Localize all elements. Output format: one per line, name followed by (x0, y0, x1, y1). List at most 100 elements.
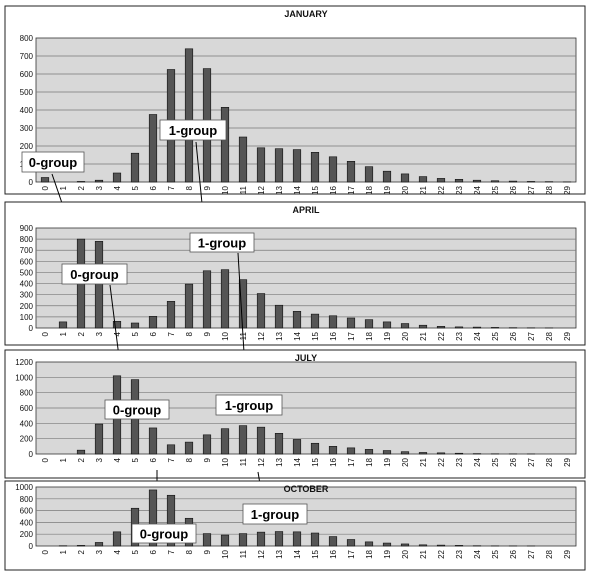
x-tick-label: 16 (329, 331, 338, 340)
x-tick-label: 14 (293, 457, 302, 466)
x-tick-label: 12 (257, 549, 266, 558)
chart-title: JULY (295, 353, 317, 363)
bar (166, 301, 176, 329)
x-tick-label: 10 (221, 549, 230, 558)
x-tick-label: 12 (257, 331, 266, 340)
x-tick-label: 11 (239, 457, 248, 466)
chart-title: APRIL (293, 205, 321, 215)
bar (184, 48, 194, 183)
x-tick-label: 6 (149, 331, 158, 336)
bar (436, 452, 446, 455)
x-tick-label: 2 (77, 549, 86, 554)
x-tick-label: 4 (113, 457, 122, 462)
x-tick-label: 26 (509, 457, 518, 466)
x-tick-label: 23 (455, 549, 464, 558)
y-tick-label: 800 (20, 235, 34, 244)
x-tick-label: 0 (41, 457, 50, 462)
x-tick-label: 13 (275, 549, 284, 558)
bar (292, 311, 302, 329)
x-tick-label: 9 (203, 457, 212, 462)
x-tick-label: 29 (563, 331, 572, 340)
bar (418, 176, 428, 183)
bar (94, 241, 104, 329)
x-tick-label: 26 (509, 331, 518, 340)
x-tick-label: 28 (545, 185, 554, 194)
bar (436, 544, 446, 547)
bar (112, 172, 122, 183)
x-tick-label: 5 (131, 549, 140, 554)
x-tick-label: 7 (167, 549, 176, 554)
bar (238, 136, 248, 183)
bar (202, 533, 212, 547)
bar (184, 283, 194, 329)
x-tick-label: 18 (365, 457, 374, 466)
x-tick-label: 16 (329, 549, 338, 558)
bar (238, 425, 248, 455)
bar (346, 161, 356, 183)
y-tick-label: 200 (20, 302, 34, 311)
y-tick-label: 1000 (15, 373, 33, 382)
bar (400, 543, 410, 547)
y-tick-label: 400 (20, 280, 34, 289)
bar (382, 542, 392, 547)
bar (436, 326, 446, 329)
bar (112, 321, 122, 329)
y-tick-label: 100 (20, 313, 34, 322)
x-tick-label: 24 (473, 185, 482, 194)
y-tick-label: 600 (20, 257, 34, 266)
bar (76, 449, 86, 455)
bar (148, 316, 158, 329)
bar (256, 293, 266, 329)
bar (274, 304, 284, 329)
bar (400, 451, 410, 455)
x-tick-label: 22 (437, 185, 446, 194)
x-tick-label: 17 (347, 549, 356, 558)
x-tick-label: 26 (509, 549, 518, 558)
y-tick-label: 700 (20, 52, 34, 61)
bar (310, 152, 320, 183)
bar (382, 321, 392, 329)
x-tick-label: 17 (347, 331, 356, 340)
annotation-label: 1-group (159, 119, 227, 141)
x-tick-label: 1 (59, 549, 68, 554)
bar (112, 531, 122, 547)
x-tick-label: 0 (41, 549, 50, 554)
y-tick-label: 600 (20, 70, 34, 79)
x-tick-label: 9 (203, 549, 212, 554)
bar (76, 545, 86, 547)
x-tick-label: 9 (203, 185, 212, 190)
x-tick-label: 21 (419, 185, 428, 194)
x-tick-label: 16 (329, 185, 338, 194)
bar (310, 313, 320, 329)
y-tick-label: 800 (20, 389, 34, 398)
annotation-text: 0-group (70, 267, 118, 282)
x-tick-label: 14 (293, 185, 302, 194)
bar (490, 180, 500, 183)
annotation-text: 1-group (198, 236, 246, 251)
annotation-text: 0-group (29, 155, 77, 170)
x-tick-label: 8 (185, 549, 194, 554)
x-tick-label: 25 (491, 331, 500, 340)
x-tick-label: 21 (419, 331, 428, 340)
x-tick-label: 21 (419, 549, 428, 558)
y-tick-label: 800 (20, 34, 34, 43)
x-tick-label: 4 (113, 331, 122, 336)
bar (346, 539, 356, 547)
x-tick-label: 23 (455, 457, 464, 466)
bar (364, 166, 374, 183)
bar (382, 170, 392, 183)
annotation-label: 0-group (104, 399, 170, 420)
x-tick-label: 25 (491, 549, 500, 558)
x-tick-label: 0 (41, 331, 50, 336)
bar (292, 531, 302, 547)
bar (256, 531, 266, 547)
annotation-label: 0-group (21, 151, 85, 173)
x-tick-label: 3 (95, 331, 104, 336)
bar (364, 449, 374, 455)
x-tick-label: 15 (311, 549, 320, 558)
bar (148, 489, 158, 547)
x-tick-label: 13 (275, 185, 284, 194)
x-tick-label: 15 (311, 331, 320, 340)
bar (220, 428, 230, 455)
